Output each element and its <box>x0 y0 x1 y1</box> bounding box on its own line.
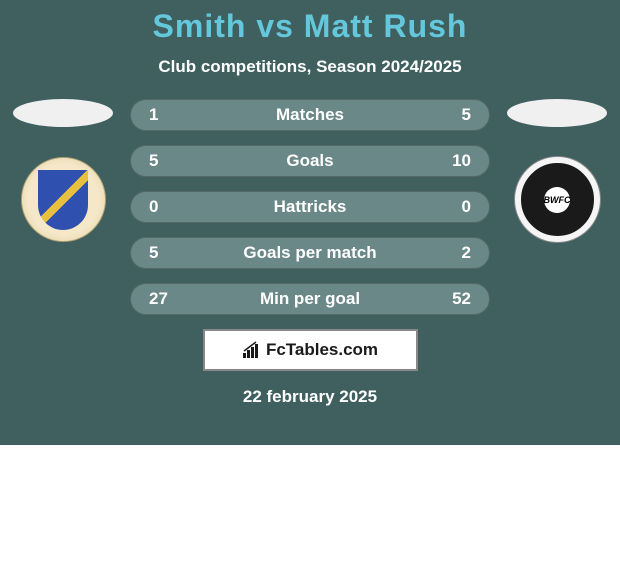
stat-row: 5 Goals 10 <box>130 145 490 177</box>
stat-row: 27 Min per goal 52 <box>130 283 490 315</box>
bar-chart-icon <box>242 341 262 359</box>
stat-right-value: 52 <box>421 289 471 309</box>
stat-left-value: 5 <box>149 151 199 171</box>
stat-right-value: 0 <box>421 197 471 217</box>
stat-label: Matches <box>199 105 421 125</box>
stat-label: Min per goal <box>199 289 421 309</box>
club-crest-right: BWFC <box>515 157 600 242</box>
player-right-silhouette <box>507 99 607 127</box>
subtitle: Club competitions, Season 2024/2025 <box>0 57 620 77</box>
comparison-body: 1 Matches 5 5 Goals 10 0 Hattricks 0 5 G… <box>0 99 620 315</box>
player-left-silhouette <box>13 99 113 127</box>
stat-right-value: 5 <box>421 105 471 125</box>
date-text: 22 february 2025 <box>0 387 620 407</box>
stat-left-value: 1 <box>149 105 199 125</box>
stat-label: Hattricks <box>199 197 421 217</box>
shield-icon <box>38 170 88 230</box>
stat-left-value: 0 <box>149 197 199 217</box>
stat-label: Goals <box>199 151 421 171</box>
stat-right-value: 2 <box>421 243 471 263</box>
brand-text: FcTables.com <box>266 340 378 360</box>
crest-center-text: BWFC <box>544 187 570 213</box>
stat-row: 1 Matches 5 <box>130 99 490 131</box>
stat-left-value: 27 <box>149 289 199 309</box>
player-left-column <box>8 99 118 242</box>
stats-list: 1 Matches 5 5 Goals 10 0 Hattricks 0 5 G… <box>130 99 490 315</box>
player-right-column: BWFC <box>502 99 612 242</box>
stat-row: 5 Goals per match 2 <box>130 237 490 269</box>
page-title: Smith vs Matt Rush <box>0 8 620 45</box>
stat-row: 0 Hattricks 0 <box>130 191 490 223</box>
blank-area <box>0 445 620 580</box>
comparison-card: Smith vs Matt Rush Club competitions, Se… <box>0 0 620 445</box>
stat-right-value: 10 <box>421 151 471 171</box>
club-crest-left <box>21 157 106 242</box>
brand-attribution[interactable]: FcTables.com <box>203 329 418 371</box>
stat-left-value: 5 <box>149 243 199 263</box>
stat-label: Goals per match <box>199 243 421 263</box>
